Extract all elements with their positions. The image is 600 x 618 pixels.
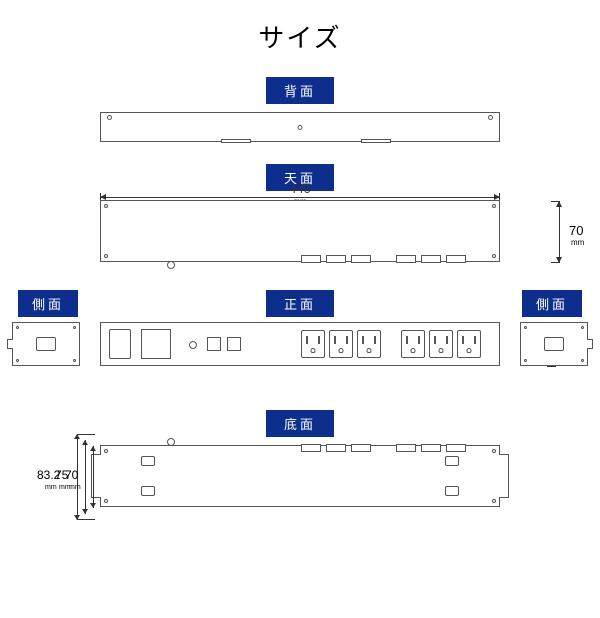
bracket-icon [361, 139, 391, 143]
slot-icon [351, 255, 371, 263]
side-right-panel [520, 322, 588, 366]
iec-inlet-icon [109, 329, 131, 359]
side-right-section: 側面 [522, 290, 582, 317]
diagram-container: 背面 天面 440 mm [0, 77, 600, 507]
front-panel: 40 mm [100, 322, 500, 366]
dim-inner-value: 70 [65, 468, 78, 482]
dim-inner-unit: mm [69, 484, 81, 491]
front-label: 正面 [266, 290, 334, 317]
bottom-dimensions: 83.2 mm 75 mm 70 mm [29, 434, 97, 520]
outlet-icon [401, 330, 425, 358]
bracket-icon [221, 139, 251, 143]
rear-label: 背面 [266, 77, 334, 104]
outlet-icon [301, 330, 325, 358]
dim-depth-value: 70 [569, 223, 583, 238]
screw-icon [298, 125, 303, 130]
dim-outer-unit: mm [45, 484, 57, 491]
foot-icon [445, 486, 459, 496]
top-panel: 70 mm [100, 200, 500, 262]
iec-inlet-icon [36, 337, 56, 351]
knob-icon [167, 438, 175, 446]
slot-icon [301, 255, 321, 263]
rj-port-icon [207, 337, 221, 351]
bottom-panel: 83.2 mm 75 mm 70 mm [100, 445, 500, 507]
side-left-section: 側面 [18, 290, 78, 317]
foot-icon [445, 456, 459, 466]
front-row: 側面 正面 40 [0, 290, 600, 370]
side-left-panel [12, 322, 80, 366]
knob-icon [167, 261, 175, 269]
top-view: 天面 440 mm [0, 164, 600, 262]
width-dimension: 440 mm [0, 197, 600, 198]
button-icon [189, 341, 197, 349]
front-section: 正面 [266, 290, 334, 317]
outlet-icon [457, 330, 481, 358]
bottom-label: 底面 [266, 410, 334, 437]
outlet-icon [329, 330, 353, 358]
rear-panel [100, 112, 500, 142]
outlet-icon [357, 330, 381, 358]
slot-icon [396, 255, 416, 263]
mount-ear-icon [499, 454, 509, 498]
side-left-label: 側面 [18, 290, 78, 317]
dim-width-value: 440 [289, 181, 311, 196]
slot-icon [421, 255, 441, 263]
foot-icon [141, 486, 155, 496]
iec-inlet-icon [544, 337, 564, 351]
bottom-view: 底面 83.2 mm [0, 410, 600, 507]
page-title: サイズ [0, 18, 600, 55]
rear-view: 背面 [0, 77, 600, 142]
side-right-label: 側面 [522, 290, 582, 317]
slot-icon [326, 255, 346, 263]
slot-icon [446, 255, 466, 263]
foot-icon [141, 456, 155, 466]
dim-depth-unit: mm [571, 238, 584, 247]
outlet-icon [429, 330, 453, 358]
display-icon [141, 329, 171, 359]
rj-port-icon [227, 337, 241, 351]
